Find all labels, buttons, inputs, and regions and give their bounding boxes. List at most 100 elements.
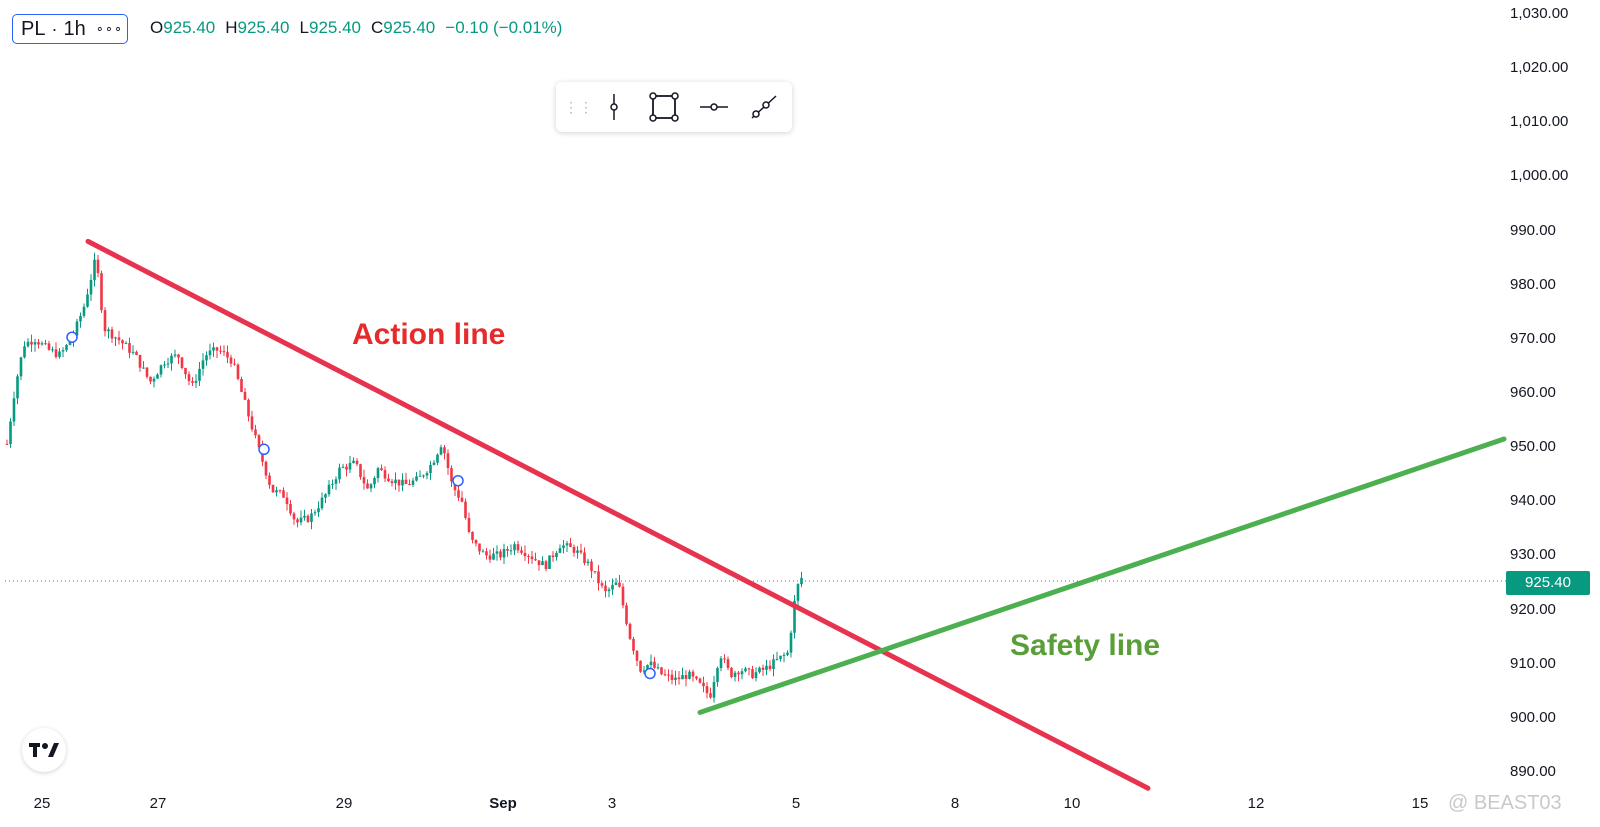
candle: [639, 660, 642, 673]
time-tick-label: 29: [335, 795, 353, 812]
candle: [152, 376, 156, 388]
candle: [562, 539, 565, 554]
candle: [590, 559, 593, 579]
candle: [306, 514, 310, 523]
candle: [61, 347, 65, 358]
candle: [170, 353, 173, 371]
candle: [208, 343, 212, 360]
event-marker[interactable]: [644, 667, 656, 680]
price-tick-label: 920.00: [1510, 600, 1556, 618]
time-tick-label: 5: [791, 795, 801, 812]
candle: [138, 354, 142, 372]
action-trendline[interactable]: [85, 238, 1151, 791]
candle: [775, 651, 779, 661]
candle: [19, 356, 23, 381]
more-icon[interactable]: ∘∘∘: [95, 21, 124, 36]
candle: [604, 581, 607, 598]
candle: [65, 343, 68, 352]
candle: [289, 499, 292, 516]
event-marker[interactable]: [258, 443, 270, 456]
candle: [51, 346, 54, 353]
price-tick-label: 940.00: [1510, 492, 1556, 510]
candle: [702, 676, 705, 693]
candle: [12, 391, 16, 426]
candle: [173, 349, 177, 358]
candle: [236, 363, 240, 381]
candle: [474, 539, 478, 547]
low-value: L925.40: [299, 18, 361, 37]
trend-line-tool-icon[interactable]: [746, 89, 782, 125]
candle: [166, 357, 170, 369]
candle: [782, 652, 786, 663]
candle: [751, 665, 754, 679]
candle: [93, 252, 96, 287]
candle: [723, 654, 726, 664]
candle: [450, 465, 453, 487]
candle: [719, 655, 723, 672]
candle: [569, 537, 572, 548]
candle: [212, 342, 215, 357]
candle: [656, 663, 660, 670]
rectangle-tool-icon[interactable]: [646, 89, 682, 125]
tradingview-logo-icon[interactable]: [22, 728, 66, 772]
drag-handle-icon[interactable]: ⋮⋮: [564, 99, 594, 115]
candle: [789, 630, 793, 658]
candle: [586, 558, 590, 567]
candle: [530, 551, 534, 564]
candle: [177, 353, 180, 365]
candle: [495, 545, 499, 561]
candle: [404, 472, 408, 485]
candle: [537, 560, 541, 571]
candle: [772, 654, 775, 677]
vertical-line-tool-icon[interactable]: [596, 89, 632, 125]
candle: [135, 350, 138, 356]
candle: [499, 549, 502, 561]
candle: [660, 666, 663, 676]
candle: [5, 439, 9, 445]
action-line-label: Action line: [352, 318, 506, 351]
candle: [691, 669, 695, 682]
candle: [292, 511, 296, 525]
event-marker[interactable]: [452, 474, 464, 487]
candle: [597, 565, 600, 591]
candle: [565, 540, 569, 553]
candle: [681, 667, 684, 680]
candle: [527, 554, 530, 564]
change-value: −0.10 (−0.01%): [445, 18, 563, 37]
candle: [341, 463, 345, 469]
price-tick-label: 900.00: [1510, 708, 1556, 726]
candle: [761, 664, 765, 676]
candle: [233, 358, 236, 366]
safety-trendline[interactable]: [697, 436, 1507, 715]
candle: [740, 668, 744, 680]
candle: [201, 353, 205, 376]
candle: [110, 326, 114, 343]
candle: [331, 479, 334, 489]
candle: [303, 509, 306, 521]
candle: [30, 334, 33, 352]
candle: [264, 460, 268, 480]
candle: [369, 483, 373, 493]
candle: [583, 547, 586, 566]
candle: [614, 578, 618, 586]
ohlc-legend: O925.40 H925.40 L925.40 C925.40 −0.10 (−…: [150, 18, 562, 38]
candle: [163, 360, 166, 369]
candle: [628, 622, 632, 640]
candle: [418, 470, 422, 477]
candle: [555, 551, 558, 561]
candle: [271, 484, 275, 493]
event-marker[interactable]: [66, 331, 78, 343]
candle: [793, 594, 796, 639]
candle: [758, 666, 761, 674]
candle: [768, 660, 772, 672]
candles: [5, 252, 803, 703]
candle: [131, 345, 135, 355]
price-tick-label: 1,000.00: [1510, 167, 1569, 185]
candle: [355, 458, 359, 467]
candle: [600, 581, 604, 589]
symbol-interval-selector[interactable]: PL · 1h ∘∘∘: [12, 14, 128, 44]
drawing-toolbar: ⋮⋮: [556, 82, 792, 132]
horizontal-line-tool-icon[interactable]: [696, 89, 732, 125]
candle: [523, 545, 527, 561]
